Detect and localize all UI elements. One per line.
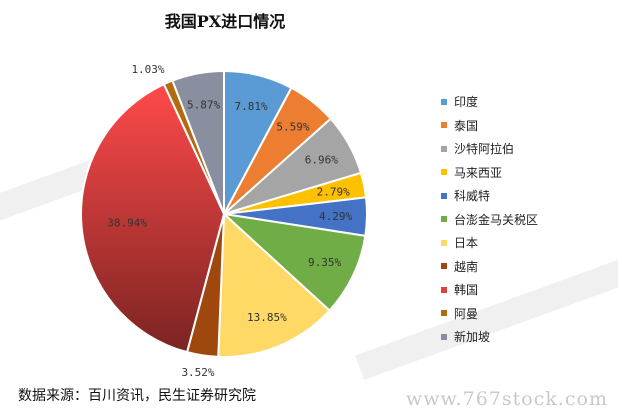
legend-swatch [441, 216, 447, 223]
slice-data-label: 13.85% [247, 311, 287, 324]
legend-swatch [441, 310, 447, 317]
slice-data-label: 5.59% [276, 120, 309, 133]
chart-title: 我国PX进口情况 [164, 12, 286, 31]
legend-item: 新加坡 [441, 325, 538, 349]
legend-label: 越南 [454, 259, 479, 274]
legend-label: 马来西亚 [454, 165, 503, 180]
legend-swatch [441, 333, 447, 340]
legend-item: 马来西亚 [441, 161, 538, 185]
legend-label: 阿曼 [454, 306, 479, 321]
legend-label: 新加坡 [454, 330, 491, 345]
legend-swatch [441, 145, 447, 152]
legend-label: 日本 [454, 236, 479, 251]
legend-item: 泰国 [441, 114, 538, 138]
legend-swatch [441, 263, 447, 270]
legend-label: 印度 [454, 95, 479, 110]
legend-swatch [441, 239, 447, 246]
pie-slice [217, 211, 331, 358]
data-source: 数据来源：百川资讯，民生证券研究院 [18, 388, 256, 404]
legend-item: 沙特阿拉伯 [441, 137, 538, 161]
slice-data-label: 3.52% [181, 366, 214, 379]
legend-item: 韩国 [441, 278, 538, 302]
pie-slice [80, 82, 226, 354]
slice-data-label: 9.35% [308, 256, 341, 269]
legend-item: 台澎金马关税区 [441, 208, 538, 232]
slice-data-label: 7.81% [235, 100, 268, 113]
legend-item: 阿曼 [441, 302, 538, 326]
slice-data-label: 6.96% [305, 154, 338, 167]
legend-label: 泰国 [454, 118, 479, 133]
legend-item: 日本 [441, 231, 538, 255]
slice-data-label: 2.79% [317, 185, 350, 198]
pie-slice [220, 212, 367, 312]
legend-item: 科威特 [441, 184, 538, 208]
legend-swatch [441, 192, 447, 199]
slice-data-label: 5.87% [187, 98, 220, 111]
legend-swatch [441, 169, 447, 176]
chart-legend: 印度泰国沙特阿拉伯马来西亚科威特台澎金马关税区 日本越南韩国阿曼新加坡 [441, 90, 538, 349]
slice-data-label: 4.29% [319, 210, 352, 223]
legend-item: 越南 [441, 255, 538, 279]
legend-label: 韩国 [454, 283, 479, 298]
legend-label: 沙特阿拉伯 [454, 142, 515, 157]
legend-label: 科威特 [454, 189, 491, 204]
slice-data-label: 38.94% [107, 216, 147, 229]
legend-swatch [441, 98, 447, 105]
legend-swatch [441, 122, 447, 129]
slice-data-label: 1.03% [131, 63, 164, 76]
pie-slice [171, 69, 225, 215]
legend-swatch [441, 286, 447, 293]
legend-label: 台澎金马关税区 [454, 212, 539, 227]
legend-item: 印度 [441, 90, 538, 114]
watermark: www.767stock.com [406, 388, 608, 410]
